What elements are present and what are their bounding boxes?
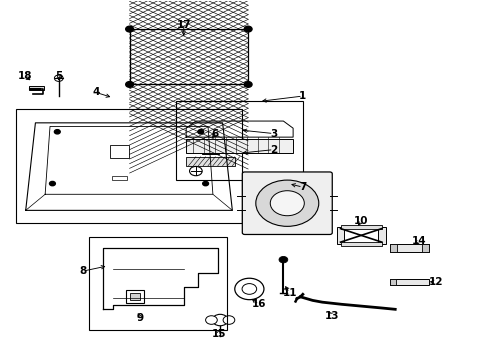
Text: 1: 1 xyxy=(299,91,306,101)
Bar xyxy=(29,86,44,90)
Bar xyxy=(112,176,126,180)
Circle shape xyxy=(54,75,63,81)
Bar xyxy=(340,242,381,246)
Text: 3: 3 xyxy=(269,129,277,139)
Circle shape xyxy=(205,316,217,324)
Text: 7: 7 xyxy=(299,182,306,192)
Text: 14: 14 xyxy=(411,236,426,246)
Text: 9: 9 xyxy=(136,312,143,323)
Text: 8: 8 xyxy=(79,266,86,276)
Bar xyxy=(16,109,242,223)
Bar xyxy=(389,279,428,285)
Circle shape xyxy=(189,166,202,176)
Bar xyxy=(126,290,143,302)
Text: 18: 18 xyxy=(18,71,32,81)
Circle shape xyxy=(244,26,251,32)
Bar xyxy=(336,227,344,244)
Bar xyxy=(389,244,428,252)
Text: 6: 6 xyxy=(211,129,219,139)
Text: 10: 10 xyxy=(353,216,367,226)
Circle shape xyxy=(198,130,203,134)
Circle shape xyxy=(234,278,264,300)
Bar xyxy=(389,244,396,252)
Circle shape xyxy=(244,82,251,87)
Bar xyxy=(186,157,234,166)
Text: 13: 13 xyxy=(324,311,339,321)
Bar xyxy=(389,279,395,285)
Bar xyxy=(422,244,428,252)
Text: 16: 16 xyxy=(251,299,266,309)
Text: 15: 15 xyxy=(211,329,225,339)
Circle shape xyxy=(223,316,234,324)
Text: 12: 12 xyxy=(427,277,442,287)
Circle shape xyxy=(49,181,55,186)
Circle shape xyxy=(270,191,304,216)
Circle shape xyxy=(125,82,133,87)
Bar xyxy=(89,237,227,330)
Bar xyxy=(377,227,385,244)
Text: 5: 5 xyxy=(55,71,62,81)
Bar xyxy=(201,141,219,154)
Circle shape xyxy=(242,284,256,294)
Bar xyxy=(176,102,302,180)
Circle shape xyxy=(202,181,208,186)
Circle shape xyxy=(54,130,60,134)
Text: 4: 4 xyxy=(92,87,100,98)
Bar xyxy=(340,225,381,229)
Text: 2: 2 xyxy=(269,145,277,155)
Circle shape xyxy=(255,180,318,226)
Circle shape xyxy=(125,26,133,32)
Circle shape xyxy=(212,314,227,326)
Bar xyxy=(186,139,292,153)
Circle shape xyxy=(279,256,287,263)
Bar xyxy=(130,293,140,300)
FancyBboxPatch shape xyxy=(242,172,331,234)
Bar xyxy=(109,145,129,158)
Text: 17: 17 xyxy=(176,19,191,30)
Text: 11: 11 xyxy=(282,288,296,297)
